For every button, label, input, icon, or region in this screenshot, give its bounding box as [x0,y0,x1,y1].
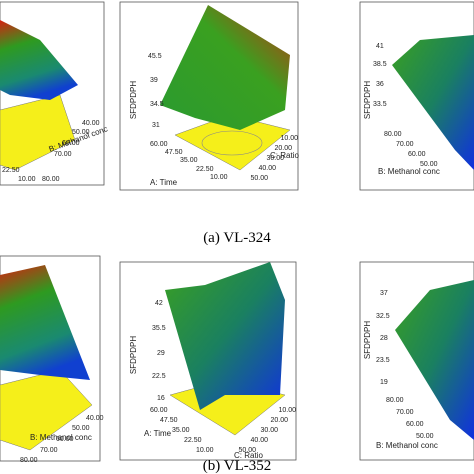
tick-label: 35.00 [172,427,190,434]
tick-label: 42 [155,300,163,307]
tick-label: 39 [150,77,158,84]
tick-label: 38.5 [373,61,387,68]
tick-label: 60.00 [408,151,426,158]
axis-label: SFDPDPH [363,321,372,359]
tick-label: 23.5 [376,357,390,364]
tick-label: 80.00 [20,457,38,464]
tick-label: 70.00 [54,151,72,158]
tick-label: 20.00 [270,417,288,424]
tick-label: 60.00 [406,421,424,428]
panel-a1: 40.00 50.00 60.00 70.00 B: Methanol conc… [0,1,109,186]
tick-label: 40.00 [258,165,276,172]
tick-label: 16 [157,395,165,402]
tick-label: 35.00 [180,157,198,164]
tick-label: 36 [376,81,384,88]
axis-label: SFDPDPH [129,81,138,119]
tick-label: 22.50 [196,166,214,173]
panel-frame [359,1,474,191]
tick-label: 60.00 [62,140,80,147]
tick-label: 35.5 [152,325,166,332]
panel-frame [359,261,474,461]
tick-label: 70.00 [396,409,414,416]
tick-label: 50.00 [238,447,256,454]
surface [0,20,78,100]
tick-label: 22.50 [2,167,20,174]
panel-b3: 37 32.5 28 23.5 19 SFDPDPH 80.00 70.00 6… [359,261,474,461]
surface [165,262,285,410]
tick-label: 19 [380,379,388,386]
tick-label: 33.5 [373,101,387,108]
tick-label: 37 [380,290,388,297]
axis-label: SFDPDPH [363,81,372,119]
tick-label: 22.50 [184,437,202,444]
panel-frame [0,255,101,462]
tick-label: 34.5 [150,101,164,108]
axis-label: A: Time [150,178,178,187]
caption: (a) VL-324 [203,230,271,246]
axis-label: C: Ratio [234,451,263,460]
tick-label: 50.00 [420,161,438,168]
tick-label: 50.00 [72,425,90,432]
surface [392,35,474,170]
surface [160,5,290,130]
tick-label: 50.00 [72,129,90,136]
tick-label: 32.5 [376,313,390,320]
tick-label: 10.00 [278,407,296,414]
tick-label: 40.00 [250,437,268,444]
surface [395,280,474,440]
tick-label: 10.00 [196,447,214,454]
panel-b1: 40.00 50.00 60.00 70.00 80.00 B: Methano… [0,255,104,464]
tick-label: 30.00 [266,155,284,162]
panel-frame [119,261,297,461]
tick-label: 50.00 [416,433,434,440]
tick-label: 22.5 [152,373,166,380]
tick-label: 45.5 [148,53,162,60]
axis-label: B: Methanol conc [376,441,438,450]
tick-label: 29 [157,350,165,357]
tick-label: 28 [380,335,388,342]
panel-frame [0,1,105,186]
tick-label: 70.00 [40,447,58,454]
tick-label: 50.00 [250,175,268,182]
tick-label: 40.00 [86,415,104,422]
tick-label: 80.00 [384,131,402,138]
tick-label: 60.00 [150,141,168,148]
panel-a3: 41 38.5 36 33.5 SFDPDPH 80.00 70.00 60.0… [359,1,474,191]
tick-label: 10.00 [18,176,36,183]
tick-label: 20.00 [274,145,292,152]
tick-label: 80.00 [386,397,404,404]
axis-label: A: Time [144,429,172,438]
contour [201,130,263,156]
tick-label: 41 [376,43,384,50]
tick-label: 47.50 [165,149,183,156]
tick-label: 80.00 [42,176,60,183]
panel-frame [119,1,299,191]
tick-label: 60.00 [150,407,168,414]
tick-label: 70.00 [396,141,414,148]
panel-a2: 45.5 39 34.5 31 SFDPDPH 60.00 47.50 35.0… [119,1,299,191]
axis-label: C: Ratio [270,151,299,160]
surface [0,265,90,380]
floor [0,94,76,171]
tick-label: 31 [152,122,160,129]
panel-b2: 42 35.5 29 22.5 16 SFDPDPH 60.00 47.50 3… [119,261,297,461]
tick-label: 60.00 [56,436,74,443]
tick-label: 10.00 [210,174,228,181]
caption: (b) VL-352 [203,458,271,474]
tick-label: 30.00 [260,427,278,434]
axis-label: B: Methanol conc [30,433,92,442]
tick-label: 47.50 [160,417,178,424]
axis-label: SFDPDPH [129,336,138,374]
axis-label: B: Methanol conc [378,167,440,176]
tick-label: 40.00 [82,120,100,127]
tick-label: 10.00 [280,135,298,142]
